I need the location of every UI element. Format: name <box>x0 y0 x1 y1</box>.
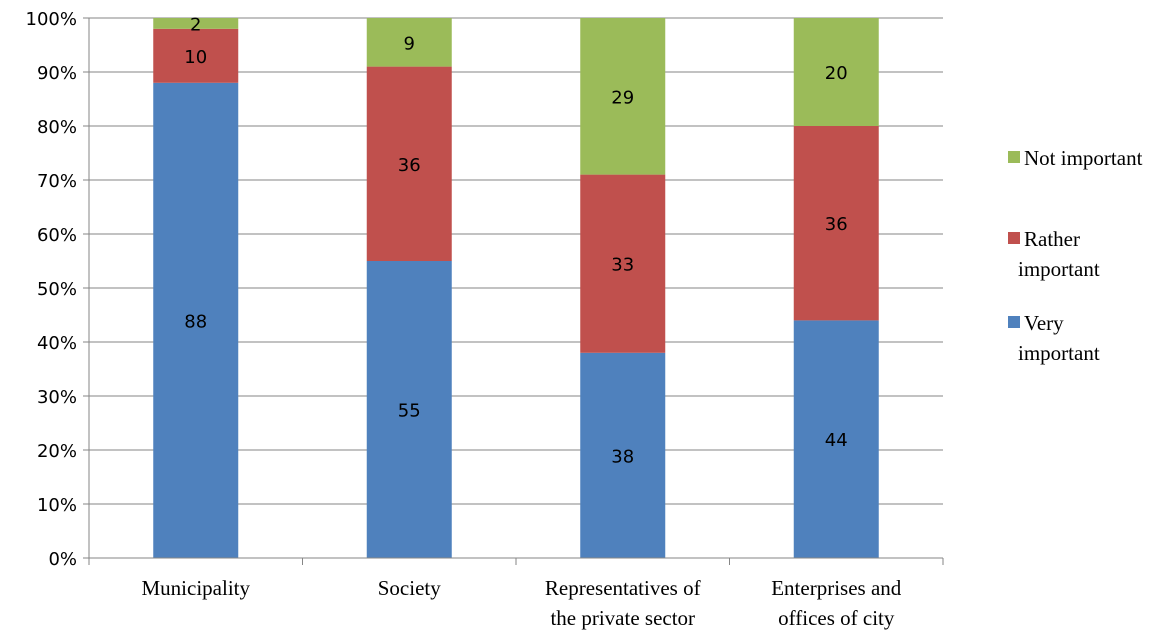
bar-segment <box>366 18 452 67</box>
bar-segment <box>580 352 666 558</box>
bars: 88 10 2 55 36 9 38 33 29 44 36 20 <box>153 14 879 559</box>
x-axis-category-labels: Municipality Society Representatives of the… <box>142 576 902 630</box>
bar-segment <box>580 18 666 175</box>
y-tick-label: 20% <box>37 441 77 462</box>
axes <box>88 18 944 565</box>
y-tick-label: 10% <box>37 495 77 516</box>
bar-segment <box>366 66 452 261</box>
legend-label: Very <box>1024 311 1064 335</box>
bar-segment <box>793 126 879 321</box>
data-label: 55 <box>398 401 421 422</box>
bar-segment <box>366 261 452 558</box>
data-label: 44 <box>825 430 848 451</box>
bar-segment <box>153 28 239 83</box>
y-axis-tick-labels: 0% 10% 20% 30% 40% 50% 60% 70% 80% 90% 100% <box>26 9 77 570</box>
x-category-label: Society <box>378 576 441 600</box>
data-label: 10 <box>184 47 207 68</box>
y-tick-label: 30% <box>37 387 77 408</box>
x-category-label: offices of city <box>778 606 895 630</box>
legend-label: important <box>1018 341 1100 365</box>
legend-swatch <box>1008 316 1020 328</box>
y-tick-label: 0% <box>48 549 77 570</box>
y-tick-label: 60% <box>37 225 77 246</box>
legend-label: Rather <box>1024 227 1080 251</box>
bar-segment <box>153 82 239 559</box>
data-label: 20 <box>825 63 848 84</box>
data-label: 36 <box>825 214 848 235</box>
legend: Not important Rather important Very importan… <box>1008 146 1143 365</box>
x-category-label: the private sector <box>550 606 695 630</box>
data-label: 9 <box>404 33 415 54</box>
x-category-label: Municipality <box>142 576 251 600</box>
data-label: 36 <box>398 155 421 176</box>
y-tick-label: 50% <box>37 279 77 300</box>
y-tick-label: 80% <box>37 117 77 138</box>
y-tick-label: 40% <box>37 333 77 354</box>
bar-segment <box>793 18 879 126</box>
y-tick-label: 90% <box>37 63 77 84</box>
legend-swatch <box>1008 232 1020 244</box>
data-label: 29 <box>611 87 634 108</box>
legend-label: Not important <box>1024 146 1143 170</box>
y-tick-label: 70% <box>37 171 77 192</box>
y-tick-label: 100% <box>26 9 77 30</box>
legend-swatch <box>1008 151 1020 163</box>
data-label: 38 <box>611 446 634 467</box>
legend-label: important <box>1018 257 1100 281</box>
bar-segment <box>580 174 666 353</box>
x-category-label: Representatives of <box>545 576 701 600</box>
x-category-label: Enterprises and <box>771 576 902 600</box>
bar-segment <box>153 18 239 29</box>
data-label: 2 <box>190 14 201 35</box>
data-label: 33 <box>611 255 634 276</box>
data-label: 88 <box>184 311 207 332</box>
bar-segment <box>793 320 879 558</box>
